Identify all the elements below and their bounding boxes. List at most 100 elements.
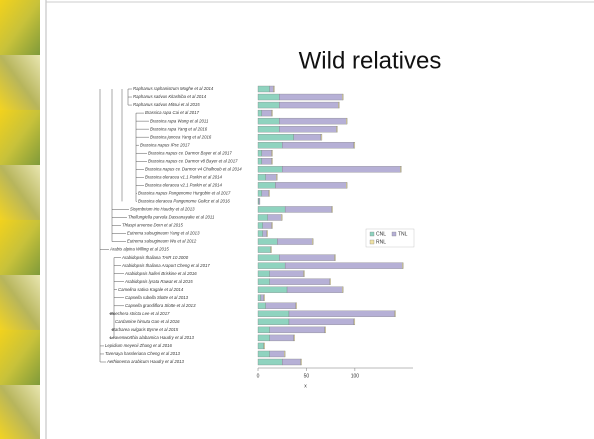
bar-segment [395,311,396,317]
bar-segment [270,86,274,92]
bar-segment [312,239,313,245]
bar-segment [262,150,272,156]
bar-segment [354,319,355,325]
bar-segment [258,247,271,253]
bar-segment [258,86,270,92]
species-label: Brassica napus cv. Darmor Bayer et al 20… [148,150,232,155]
species-label: Brassica napus IPsc 2017 [140,142,190,147]
bar-segment [258,263,285,269]
bar-segment [272,158,273,164]
slide: Wild relatives Raphanus raphanistrum Mog… [0,0,594,439]
bar-segment [258,118,279,124]
species-label: Arabidopsis halleri Briskine et al 2016 [124,271,197,276]
bar-segment [258,231,263,237]
species-label: Brassica oleracea v2.1 Parkin et al 2014 [145,182,223,187]
bar-segment [258,134,294,140]
bar-segment [282,359,300,365]
species-label: Raphanus sativus Mitsui et al 2015 [133,102,200,107]
bar-segment [258,335,270,341]
bar-segment [279,255,334,261]
bar-segment [264,343,265,349]
bar-segment [258,150,262,156]
legend-swatch [370,232,374,236]
bar-segment [269,190,270,196]
bar-segment [346,118,347,124]
bar-segment [270,351,285,357]
legend-swatch [392,232,396,236]
bar-segment [258,142,282,148]
bar-segment [279,126,336,132]
bar-segment [270,335,294,341]
species-label: Brassica rapa Cai et al 2017 [145,110,200,115]
bar-segment [354,142,355,148]
bar-segment [276,174,277,180]
bar-segment [270,279,330,285]
bar-segment [325,327,326,333]
bar-segment [262,158,272,164]
species-label: Raphanus raphanistrum Moghe et al 2014 [133,86,214,91]
bar-segment [258,287,287,293]
bar-segment [258,279,270,285]
bar-segment [279,118,346,124]
species-label: Brassica napus cv. Darmor v8 Bayer et al… [148,158,238,163]
bar-segment [258,223,263,229]
bar-segment [304,271,305,277]
legend-label: CNL [376,231,386,237]
bar-segment [301,359,302,365]
bar-segment [335,255,336,261]
bar-segment [285,206,332,212]
bar-segment [346,182,347,188]
species-label: Thellungiella parvula Dassanayake et al … [128,215,215,220]
legend-label: TNL [398,231,408,237]
species-label: Eutrema salsugineum Wu et al 2012 [127,239,197,244]
species-label: Brassica rapa Wang et al 2011 [150,118,209,123]
bar-segment [294,134,321,140]
bar-segment [258,343,264,349]
bar-segment [281,214,282,220]
bar-segment [258,303,266,309]
bar-segment [267,231,268,237]
bar-segment [342,94,343,100]
bar-segment [258,327,270,333]
species-label: Capsella rubella Slotte et al 2013 [125,295,189,300]
bar-segment [296,303,297,309]
species-label: Arabidopsis thaliana TAIR 10 2000 [121,255,189,260]
bar-segment [258,182,275,188]
image-strip [0,0,40,439]
bar-segment [330,279,331,285]
species-label: Sisymbrium irio Haudry et al 2013 [130,207,195,212]
bar-segment [258,239,277,245]
species-label: Arabidopsis thaliana Araport Cheng et al… [121,263,210,268]
species-label: Tarenaya hassleriana Cheng et al 2013 [105,351,180,356]
bar-segment [258,94,279,100]
bar-segment [263,231,267,237]
species-label: Arabis alpina Willing et al 2015 [109,247,169,252]
bar-segment [264,295,265,301]
bar-segment [274,86,275,92]
bar-segment [272,150,273,156]
bar-segment [332,206,333,212]
bar-segment [272,110,273,116]
species-label: Barbarea vulgaris Byrne et al 2015 [112,327,179,332]
bar-segment [266,303,296,309]
bar-segment [284,351,285,357]
bar-segment [258,295,261,301]
species-label: Raphanus sativus Kitashiba et al 2014 [133,94,207,99]
bar-segment [262,110,272,116]
species-label: Brassica napus cv. Darmor v4 Chalhoub et… [145,166,242,171]
bar-segment [258,102,279,108]
bar-segment [258,126,279,132]
bar-segment [259,198,260,204]
bar-segment [272,223,273,229]
bar-segment [266,174,277,180]
x-tick-label: 50 [304,373,310,379]
bar-segment [271,247,272,253]
bar-segment [258,166,282,172]
bar-segment [258,271,270,277]
bar-segment [258,319,289,325]
bar-segment [336,126,337,132]
bar-segment [294,335,295,341]
bar-segment [289,311,395,317]
species-label: Capsella grandiflora Slotte et al 2013 [125,303,196,308]
bar-segment [275,182,346,188]
